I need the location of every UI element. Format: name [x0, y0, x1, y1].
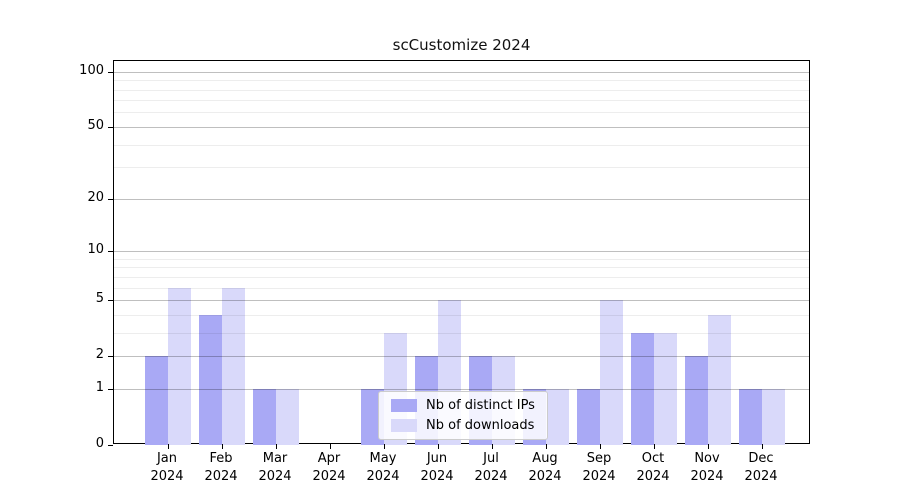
legend-swatch-downloads — [391, 419, 417, 432]
y-tick-mark — [108, 198, 113, 200]
y-tick-mark — [108, 445, 113, 446]
x-tick-mark — [600, 444, 601, 449]
x-tick-mark — [546, 444, 547, 449]
bar-downloads-nov — [708, 314, 731, 445]
legend-label-downloads: Nb of downloads — [426, 418, 535, 433]
bar-downloads-oct — [654, 332, 677, 445]
x-tick-mark — [708, 444, 709, 449]
bar-downloads-sep — [600, 300, 623, 445]
gridline-minor — [114, 167, 809, 169]
x-tick-mark — [222, 444, 223, 449]
x-tick-mark — [276, 444, 277, 449]
x-tick-label-jun: Jun 2024 — [420, 451, 454, 484]
gridline-major — [114, 251, 809, 253]
plot-area — [108, 60, 810, 449]
gridline-major — [114, 126, 809, 128]
gridline-minor — [114, 100, 809, 102]
bar-downloads-feb — [222, 287, 245, 445]
y-tick-label: 50 — [87, 117, 104, 133]
y-tick-mark — [108, 251, 113, 253]
x-tick-mark — [384, 444, 385, 449]
y-tick-label: 10 — [87, 242, 104, 258]
gridline-minor — [114, 89, 809, 91]
gridline-major — [114, 356, 809, 358]
legend-row-distinct-ips: Nb of distinct IPs — [391, 399, 535, 412]
gridline-minor — [114, 332, 809, 334]
y-tick-label: 0 — [95, 436, 104, 451]
x-tick-mark — [438, 444, 439, 449]
legend-row-downloads: Nb of downloads — [391, 419, 535, 432]
y-tick-label: 5 — [95, 291, 104, 307]
bar-ips-mar — [253, 388, 276, 445]
y-tick-label: 100 — [79, 62, 104, 78]
bar-downloads-dec — [762, 388, 785, 445]
x-tick-mark — [330, 444, 331, 449]
x-tick-label-may: May 2024 — [366, 451, 400, 484]
bar-downloads-jan — [168, 287, 191, 445]
y-tick-mark — [108, 300, 113, 302]
bar-downloads-aug — [546, 388, 569, 445]
gridline-major — [114, 71, 809, 73]
y-tick-label: 20 — [87, 189, 104, 205]
legend-label-distinct-ips: Nb of distinct IPs — [426, 398, 535, 413]
x-tick-mark — [762, 444, 763, 449]
y-tick-label: 2 — [95, 347, 104, 363]
x-tick-label-feb: Feb 2024 — [204, 451, 238, 484]
x-tick-label-dec: Dec 2024 — [744, 451, 778, 484]
x-tick-label-jul: Jul 2024 — [474, 451, 508, 484]
gridline-minor — [114, 144, 809, 146]
gridline-major — [114, 300, 809, 302]
x-tick-label-mar: Mar 2024 — [258, 451, 292, 484]
bar-ips-feb — [199, 314, 222, 445]
gridline-minor — [114, 267, 809, 269]
bar-downloads-mar — [276, 388, 299, 445]
y-tick-mark — [108, 356, 113, 358]
x-tick-mark — [492, 444, 493, 449]
legend: Nb of distinct IPs Nb of downloads — [378, 391, 548, 440]
gridline-minor — [114, 287, 809, 289]
gridline-minor — [114, 258, 809, 260]
x-tick-label-apr: Apr 2024 — [312, 451, 346, 484]
x-tick-mark — [168, 444, 169, 449]
gridline-minor — [114, 276, 809, 278]
bar-ips-jan — [145, 356, 168, 445]
y-tick-label: 1 — [95, 379, 104, 395]
x-tick-label-nov: Nov 2024 — [690, 451, 724, 484]
x-tick-mark — [654, 444, 655, 449]
bar-ips-nov — [685, 356, 708, 445]
legend-swatch-distinct-ips — [391, 399, 417, 412]
x-tick-label-oct: Oct 2024 — [636, 451, 670, 484]
ticks-layer — [108, 61, 809, 449]
x-tick-label-aug: Aug 2024 — [528, 451, 562, 484]
grid-layer — [114, 61, 809, 443]
chart-title: scCustomize 2024 — [392, 36, 531, 54]
bar-ips-dec — [739, 388, 762, 445]
gridline-minor — [114, 80, 809, 82]
y-tick-mark — [108, 71, 113, 73]
gridline-major — [114, 388, 809, 390]
gridline-minor — [114, 314, 809, 316]
gridline-major — [114, 198, 809, 200]
x-tick-label-jan: Jan 2024 — [150, 451, 184, 484]
y-tick-mark — [108, 126, 113, 128]
y-tick-mark — [108, 388, 113, 390]
gridline-minor — [114, 112, 809, 114]
bar-ips-sep — [577, 388, 600, 445]
x-tick-label-sep: Sep 2024 — [582, 451, 616, 484]
bar-ips-oct — [631, 332, 654, 445]
